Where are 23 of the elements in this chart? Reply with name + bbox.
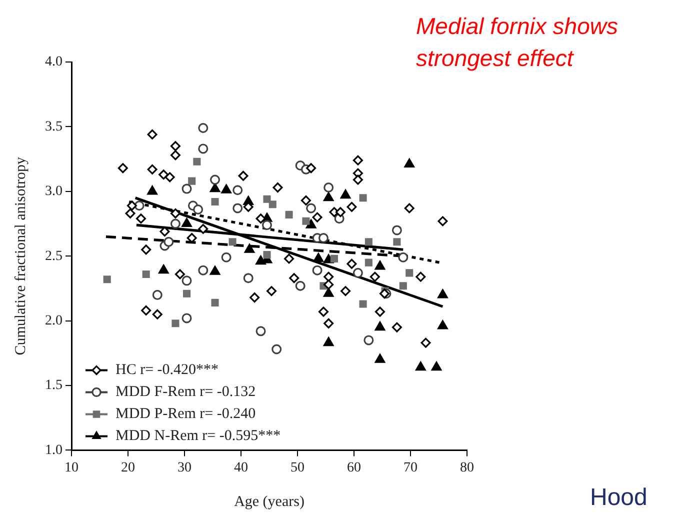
x-tick-label: 40 <box>234 460 248 476</box>
y-tick-label: 3.5 <box>45 119 62 134</box>
legend-label: MDD P-Rem r= -0.240 <box>116 406 256 422</box>
x-axis-title: Age (years) <box>234 494 304 510</box>
legend-label: MDD N-Rem r= -0.595*** <box>116 428 281 444</box>
y-tick-label: 2.5 <box>45 248 62 264</box>
x-tick-label: 80 <box>460 460 474 476</box>
legend-label: MDD F-Rem r= -0.132 <box>116 384 256 400</box>
x-tick-label: 50 <box>290 460 304 476</box>
y-tick-label: 1.5 <box>45 378 62 394</box>
legend-label: HC r= -0.420*** <box>116 362 219 378</box>
text: Hood <box>590 484 648 512</box>
text: Medial fornix shows strongest effect <box>416 12 619 73</box>
x-tick-label: 10 <box>64 460 78 476</box>
y-tick-label: 1.0 <box>45 442 62 458</box>
x-tick-label: 60 <box>347 460 361 476</box>
x-tick-label: 20 <box>121 460 135 476</box>
y-tick-label: 2.0 <box>45 313 62 328</box>
y-tick-label: 3.0 <box>45 184 62 200</box>
x-tick-label: 70 <box>404 460 418 476</box>
y-tick-label: 4.0 <box>45 54 62 70</box>
x-tick-label: 30 <box>178 460 192 476</box>
y-axis-title: Cumulative fractional anisotropy <box>12 156 29 356</box>
